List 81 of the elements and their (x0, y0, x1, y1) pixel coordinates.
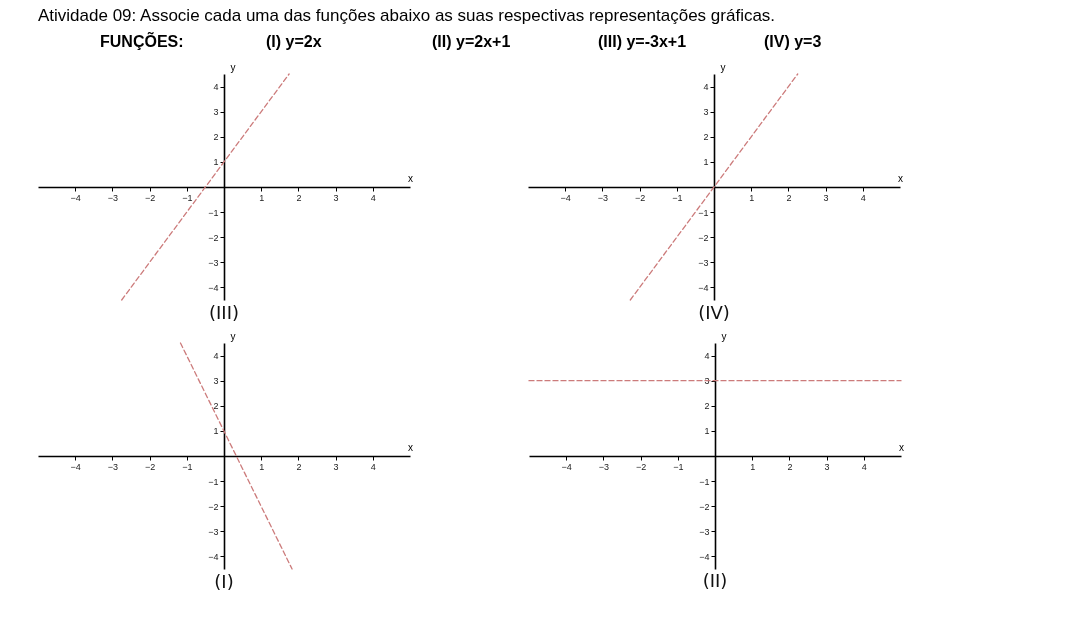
x-axis-title: x (408, 172, 413, 184)
y-tick-label: 1 (213, 426, 219, 437)
x-tick-label: −1 (182, 192, 193, 203)
y-tick-label: 3 (703, 107, 709, 118)
text: (IV) (698, 301, 730, 323)
text: (I) y=2x (266, 33, 322, 50)
x-tick-label: 4 (860, 192, 866, 203)
x-tick-label: 4 (370, 461, 376, 472)
y-axis-title: y (721, 330, 727, 342)
x-tick-label: −2 (635, 461, 647, 472)
y-tick-label: −3 (698, 257, 709, 268)
y-tick-label: −4 (699, 551, 710, 562)
x-tick-label: 1 (259, 461, 265, 472)
x-tick-label: −2 (144, 461, 156, 472)
y-tick-label: 3 (213, 107, 219, 118)
y-axis-title: y (230, 330, 236, 342)
x-tick-label: 3 (333, 461, 339, 472)
y-tick-label: 2 (704, 401, 710, 412)
y-tick-label: 2 (213, 401, 219, 412)
text: (IV) y=3 (764, 33, 822, 50)
y-tick-label: −4 (208, 551, 219, 562)
x-tick-label: −1 (672, 192, 683, 203)
x-tick-label: −3 (107, 192, 119, 203)
y-tick-label: −3 (208, 257, 219, 268)
x-tick-label: 2 (296, 461, 302, 472)
x-tick-label: 1 (750, 461, 756, 472)
y-tick-label: 1 (704, 426, 710, 437)
y-tick-label: −4 (208, 282, 219, 293)
y-tick-label: −1 (208, 476, 219, 487)
y-tick-label: −2 (208, 501, 219, 512)
y-tick-label: −2 (208, 232, 219, 243)
y-tick-label: −1 (208, 207, 219, 218)
x-tick-label: −3 (107, 461, 119, 472)
x-tick-label: −4 (561, 461, 572, 472)
x-axis-title: x (899, 441, 904, 453)
text: (III) y=-3x+1 (598, 33, 687, 50)
y-axis-title: y (720, 61, 726, 73)
y-tick-label: −3 (208, 526, 219, 537)
x-axis-title: x (898, 172, 903, 184)
y-tick-label: −2 (699, 501, 710, 512)
x-tick-label: 2 (296, 192, 302, 203)
x-tick-label: −1 (673, 461, 684, 472)
x-tick-label: 2 (787, 461, 793, 472)
y-tick-label: −3 (699, 526, 710, 537)
text: (II) (702, 570, 728, 591)
y-tick-label: −2 (698, 232, 709, 243)
y-tick-label: 4 (704, 351, 710, 362)
x-tick-label: 3 (823, 192, 829, 203)
text: Atividade 09: Associe cada uma das funções abaixo as suas respectivas representações gráficas. (38, 6, 776, 25)
x-tick-label: 4 (370, 192, 376, 203)
text: (I) (214, 570, 234, 592)
y-tick-label: 1 (213, 157, 219, 168)
y-tick-label: 2 (703, 132, 709, 143)
y-tick-label: 3 (213, 376, 219, 387)
y-tick-label: −1 (698, 207, 709, 218)
x-axis-title: x (408, 441, 413, 453)
x-tick-label: −3 (598, 461, 610, 472)
y-tick-label: −1 (699, 476, 710, 487)
x-tick-label: −2 (144, 192, 156, 203)
y-tick-label: 4 (213, 351, 219, 362)
x-tick-label: 2 (786, 192, 792, 203)
text: (III) (209, 301, 239, 323)
x-tick-label: 3 (824, 461, 830, 472)
x-tick-label: 3 (333, 192, 339, 203)
x-tick-label: −1 (182, 461, 193, 472)
x-tick-label: −4 (70, 192, 81, 203)
text: FUNÇÕES: (100, 31, 184, 50)
x-tick-label: 1 (749, 192, 755, 203)
y-tick-label: 4 (703, 82, 709, 93)
x-tick-label: −4 (560, 192, 571, 203)
x-tick-label: −3 (597, 192, 609, 203)
y-tick-label: 2 (213, 132, 219, 143)
x-tick-label: 1 (259, 192, 265, 203)
y-tick-label: −4 (698, 282, 709, 293)
x-tick-label: −4 (70, 461, 81, 472)
x-tick-label: 4 (861, 461, 867, 472)
x-tick-label: −2 (634, 192, 646, 203)
y-tick-label: 4 (213, 82, 219, 93)
text: (II) y=2x+1 (432, 33, 511, 50)
y-tick-label: 1 (703, 157, 709, 168)
y-axis-title: y (230, 61, 236, 73)
